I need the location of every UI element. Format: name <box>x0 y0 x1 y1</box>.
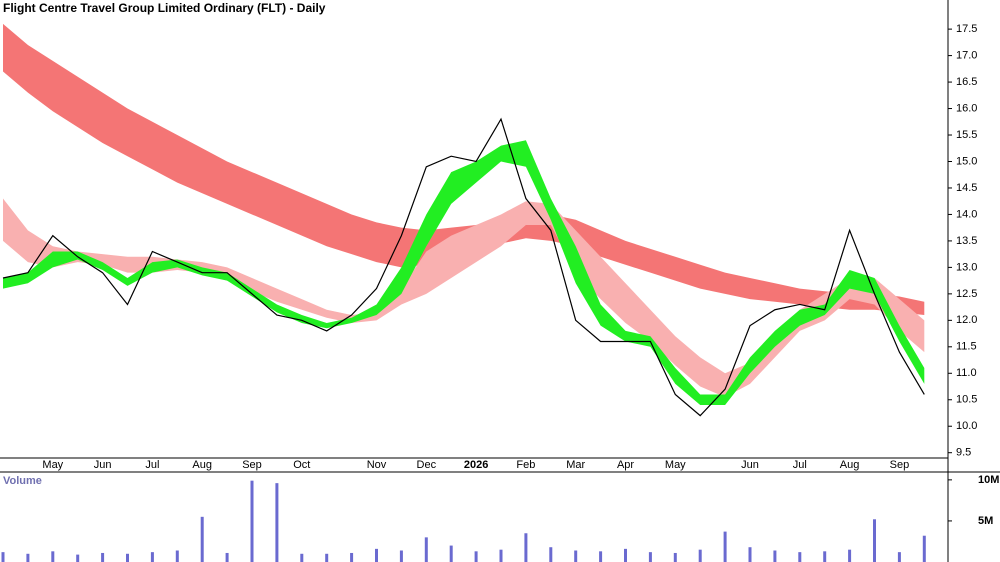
x-tick-label: Aug <box>840 459 860 471</box>
volume-bar <box>26 553 30 562</box>
x-tick-label: Aug <box>192 459 212 471</box>
x-tick-label: May <box>665 459 686 471</box>
x-tick-label: Nov <box>367 459 387 471</box>
volume-bar <box>424 537 428 562</box>
y-tick-label: 13.0 <box>956 261 977 273</box>
band <box>3 23 925 316</box>
volume-bar <box>150 552 154 562</box>
volume-bar <box>748 547 752 562</box>
chart-title: Flight Centre Travel Group Limited Ordin… <box>3 1 326 15</box>
volume-label: Volume <box>3 475 42 487</box>
volume-bar <box>101 552 105 562</box>
y-tick-label: 12.0 <box>956 314 977 326</box>
volume-bar <box>624 548 627 562</box>
volume-bar <box>474 551 478 562</box>
y-tick-label: 16.0 <box>956 102 977 114</box>
y-tick-label: 14.0 <box>956 208 977 220</box>
x-tick-label: Jul <box>793 459 807 471</box>
x-tick-label: Jul <box>145 459 159 471</box>
y-tick-label: 15.0 <box>956 155 977 167</box>
volume-bar <box>698 549 702 562</box>
volume-bar <box>897 552 901 562</box>
volume-bar <box>1 552 5 562</box>
volume-bar <box>549 547 553 562</box>
y-tick-label: 17.5 <box>956 23 977 35</box>
y-tick-label: 13.5 <box>956 235 977 247</box>
y-tick-label: 12.5 <box>956 288 977 300</box>
x-tick-label: Oct <box>293 459 310 471</box>
volume-bar <box>350 552 354 562</box>
volume-bar <box>673 552 677 562</box>
y-tick-label: 16.5 <box>956 76 977 88</box>
y-tick-label: 17.0 <box>956 50 977 62</box>
volume-bar <box>922 535 926 562</box>
volume-bar <box>499 549 503 562</box>
volume-bar <box>375 548 378 562</box>
price-panel <box>2 23 925 417</box>
volume-bar <box>76 554 80 562</box>
volume-bar <box>275 483 279 562</box>
band <box>3 198 925 398</box>
band <box>3 140 925 406</box>
x-tick-label: Mar <box>566 459 585 471</box>
y-tick-label: 11.5 <box>956 341 977 353</box>
x-tick-label: Dec <box>417 459 437 471</box>
volume-bar <box>225 552 229 562</box>
x-tick-label: Feb <box>516 459 535 471</box>
volume-bar <box>325 553 329 562</box>
volume-panel <box>1 480 926 562</box>
x-tick-label: Sep <box>890 459 910 471</box>
volume-bar <box>823 551 827 562</box>
volume-bar <box>200 516 204 562</box>
y-tick-label: 11.0 <box>956 367 977 379</box>
y-tick-label: 14.5 <box>956 182 977 194</box>
volume-bar <box>300 553 304 562</box>
x-tick-label: Apr <box>617 459 634 471</box>
volume-bar <box>175 550 179 562</box>
volume-bar <box>773 550 777 562</box>
x-tick-label: May <box>42 459 63 471</box>
y-tick-label: 10.5 <box>956 394 977 406</box>
y-tick-label: 10.0 <box>956 420 977 432</box>
volume-bar <box>250 480 254 562</box>
volume-bar <box>449 545 453 562</box>
volume-bar <box>599 551 603 562</box>
volume-bar <box>51 551 55 562</box>
x-tick-label: Jun <box>741 459 759 471</box>
x-tick-label: 2026 <box>464 459 488 471</box>
volume-bar <box>848 549 852 562</box>
volume-bar <box>723 531 727 562</box>
volume-bar <box>399 550 403 562</box>
volume-bar <box>648 552 652 562</box>
volume-bar <box>798 552 802 562</box>
price-line <box>2 117 925 417</box>
volume-bar <box>873 519 876 562</box>
x-tick-label: Sep <box>242 459 262 471</box>
volume-bar <box>126 553 129 562</box>
y-tick-label: 15.5 <box>956 129 977 141</box>
y-tick-label: 10M <box>978 474 999 486</box>
y-tick-label: 9.5 <box>956 447 971 459</box>
volume-bar <box>574 550 578 562</box>
y-tick-label: 5M <box>978 515 993 527</box>
volume-bar <box>524 533 528 562</box>
x-tick-label: Jun <box>94 459 112 471</box>
